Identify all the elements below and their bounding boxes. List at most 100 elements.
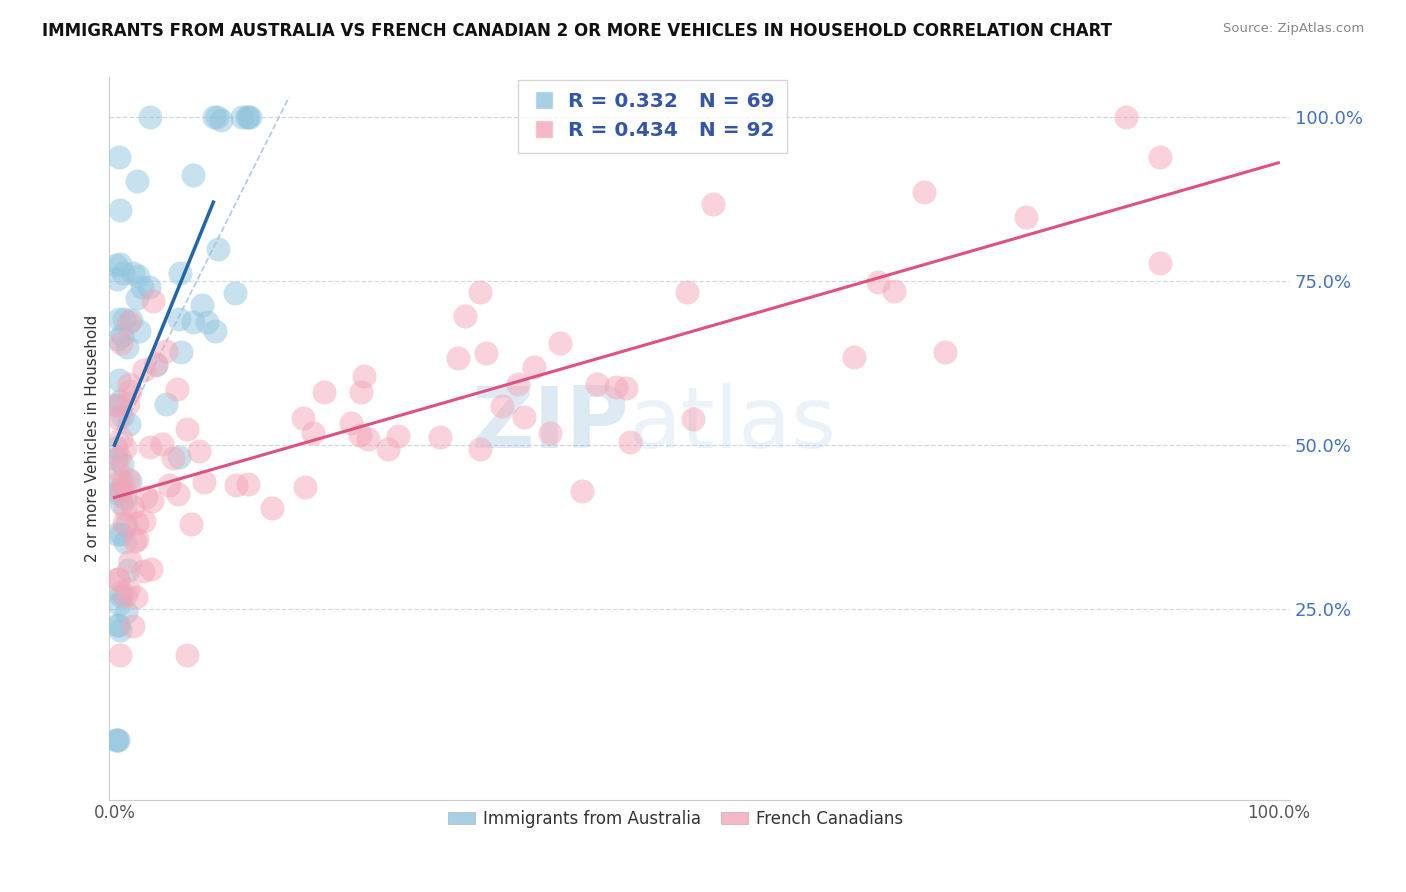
Point bbox=[454, 309, 477, 323]
Point bbox=[107, 373, 129, 387]
Point bbox=[131, 279, 153, 293]
Point bbox=[104, 398, 127, 412]
Text: ZIP: ZIP bbox=[471, 383, 628, 466]
Point bbox=[162, 451, 184, 466]
Point bbox=[842, 350, 865, 364]
Point bbox=[118, 376, 141, 391]
Point bbox=[141, 493, 163, 508]
Point bbox=[141, 562, 163, 576]
Point bbox=[912, 186, 935, 200]
Point bbox=[108, 202, 131, 217]
Point bbox=[104, 451, 127, 466]
Point bbox=[204, 324, 226, 338]
Point bbox=[202, 110, 225, 124]
Point bbox=[115, 518, 138, 533]
Point bbox=[205, 110, 228, 124]
Point bbox=[107, 597, 129, 611]
Point bbox=[122, 266, 145, 280]
Point bbox=[150, 437, 173, 451]
Point bbox=[111, 266, 134, 280]
Point bbox=[115, 606, 138, 620]
Point bbox=[170, 344, 193, 359]
Point bbox=[181, 168, 204, 182]
Point bbox=[104, 258, 127, 272]
Point bbox=[108, 617, 131, 632]
Point bbox=[238, 110, 260, 124]
Point bbox=[111, 482, 134, 496]
Text: atlas: atlas bbox=[628, 383, 837, 466]
Point bbox=[339, 417, 361, 431]
Point bbox=[118, 384, 141, 398]
Point bbox=[108, 474, 131, 488]
Point bbox=[491, 399, 513, 413]
Point bbox=[124, 534, 146, 549]
Point bbox=[1149, 150, 1171, 164]
Point bbox=[104, 442, 127, 456]
Point bbox=[110, 623, 132, 637]
Point bbox=[605, 380, 627, 394]
Point bbox=[159, 477, 181, 491]
Point bbox=[138, 440, 160, 454]
Point bbox=[134, 363, 156, 377]
Point bbox=[187, 443, 209, 458]
Point bbox=[107, 312, 129, 326]
Point bbox=[132, 514, 155, 528]
Point bbox=[447, 351, 470, 365]
Point bbox=[104, 733, 127, 747]
Point bbox=[110, 336, 132, 351]
Point bbox=[105, 733, 128, 747]
Point bbox=[145, 357, 167, 371]
Point bbox=[107, 573, 129, 587]
Point bbox=[934, 344, 956, 359]
Point bbox=[118, 315, 141, 329]
Point bbox=[548, 335, 571, 350]
Point bbox=[120, 313, 142, 327]
Point bbox=[225, 478, 247, 492]
Point bbox=[169, 266, 191, 280]
Point bbox=[538, 425, 561, 440]
Point bbox=[108, 482, 131, 496]
Point bbox=[117, 563, 139, 577]
Point bbox=[125, 174, 148, 188]
Point bbox=[387, 429, 409, 443]
Point bbox=[302, 426, 325, 441]
Point bbox=[883, 285, 905, 299]
Point bbox=[110, 584, 132, 599]
Point bbox=[166, 487, 188, 501]
Point bbox=[107, 398, 129, 412]
Point bbox=[111, 409, 134, 423]
Point bbox=[117, 582, 139, 597]
Point bbox=[506, 377, 529, 392]
Point bbox=[239, 110, 262, 124]
Point bbox=[866, 275, 889, 289]
Point bbox=[108, 485, 131, 500]
Point bbox=[125, 533, 148, 547]
Point bbox=[682, 411, 704, 425]
Point bbox=[105, 618, 128, 632]
Point bbox=[114, 441, 136, 455]
Point bbox=[125, 516, 148, 530]
Point bbox=[181, 315, 204, 329]
Point bbox=[112, 312, 135, 326]
Point bbox=[236, 110, 259, 124]
Point bbox=[107, 150, 129, 164]
Point bbox=[107, 411, 129, 425]
Point bbox=[357, 432, 380, 446]
Point bbox=[125, 291, 148, 305]
Point bbox=[112, 475, 135, 489]
Point bbox=[676, 285, 699, 300]
Point bbox=[176, 422, 198, 436]
Point bbox=[111, 328, 134, 343]
Point bbox=[105, 272, 128, 286]
Point bbox=[167, 311, 190, 326]
Point bbox=[112, 516, 135, 530]
Point bbox=[114, 502, 136, 516]
Point bbox=[110, 589, 132, 603]
Point bbox=[107, 572, 129, 586]
Point bbox=[191, 298, 214, 312]
Point bbox=[512, 410, 534, 425]
Point bbox=[135, 490, 157, 504]
Point bbox=[108, 257, 131, 271]
Point bbox=[571, 484, 593, 499]
Point bbox=[193, 475, 215, 489]
